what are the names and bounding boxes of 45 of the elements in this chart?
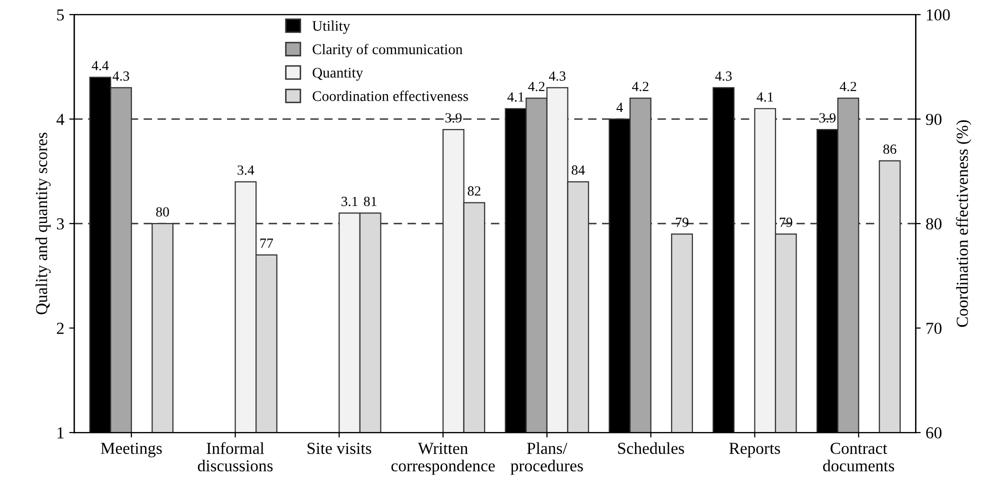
y-axis-title: Quality and quantity scores — [35, 132, 51, 314]
data-label: 77 — [260, 238, 273, 248]
x-tick-label: Reports — [729, 442, 780, 458]
data-label: 4.2 — [632, 82, 648, 92]
y-tick-label: 1 — [58, 427, 64, 438]
data-label: 4.2 — [840, 82, 856, 92]
legend-label: Clarity of communication — [312, 44, 463, 58]
data-label: 4.3 — [112, 71, 130, 81]
y2-axis-title: Coordination effectiveness (%) — [956, 120, 972, 327]
y-tick-label: 3 — [56, 218, 64, 230]
x-tick-label: Meetings — [100, 442, 162, 458]
data-label: 79 — [676, 218, 688, 228]
x-tick-label: Schedules — [618, 442, 684, 454]
data-label: 4.3 — [715, 71, 732, 81]
data-label: 82 — [468, 186, 480, 196]
data-label: 3.4 — [238, 165, 254, 175]
data-label: 4.4 — [92, 61, 109, 70]
legend-label: Coordination effectiveness — [312, 90, 468, 102]
y2-tick-label: 90 — [926, 114, 942, 126]
y-tick-label: 5 — [57, 9, 64, 21]
data-label: 80 — [156, 207, 169, 217]
data-label: 86 — [883, 144, 896, 154]
data-label: 81 — [364, 196, 376, 206]
data-label: 4.2 — [528, 82, 544, 92]
data-label: 3.1 — [342, 196, 358, 206]
x-tick-label: Contract documents — [823, 442, 894, 472]
y-tick-label: 2 — [56, 322, 64, 334]
data-label: 3.9 — [819, 113, 836, 123]
y2-tick-label: 80 — [926, 218, 942, 230]
x-tick-label: Plans/ procedures — [510, 442, 583, 475]
data-label: 4.1 — [507, 92, 524, 102]
y2-tick-label: 70 — [926, 322, 942, 334]
data-label: 3.9 — [445, 113, 462, 123]
y2-tick-label: 100 — [926, 9, 950, 21]
legend-label: Quantity — [312, 68, 364, 81]
data-label: 84 — [572, 165, 585, 175]
y2-tick-label: 60 — [926, 427, 942, 438]
x-tick-label: Site visits — [308, 442, 372, 454]
data-label: 4.3 — [548, 71, 566, 81]
y-tick-label: 4 — [56, 114, 64, 125]
x-tick-label: Informal discussions — [198, 442, 273, 472]
legend-label: Utility — [312, 20, 350, 34]
data-label: 4.1 — [756, 92, 773, 102]
data-label: 4 — [616, 102, 623, 112]
x-tick-label: Written correspondence — [391, 442, 495, 475]
